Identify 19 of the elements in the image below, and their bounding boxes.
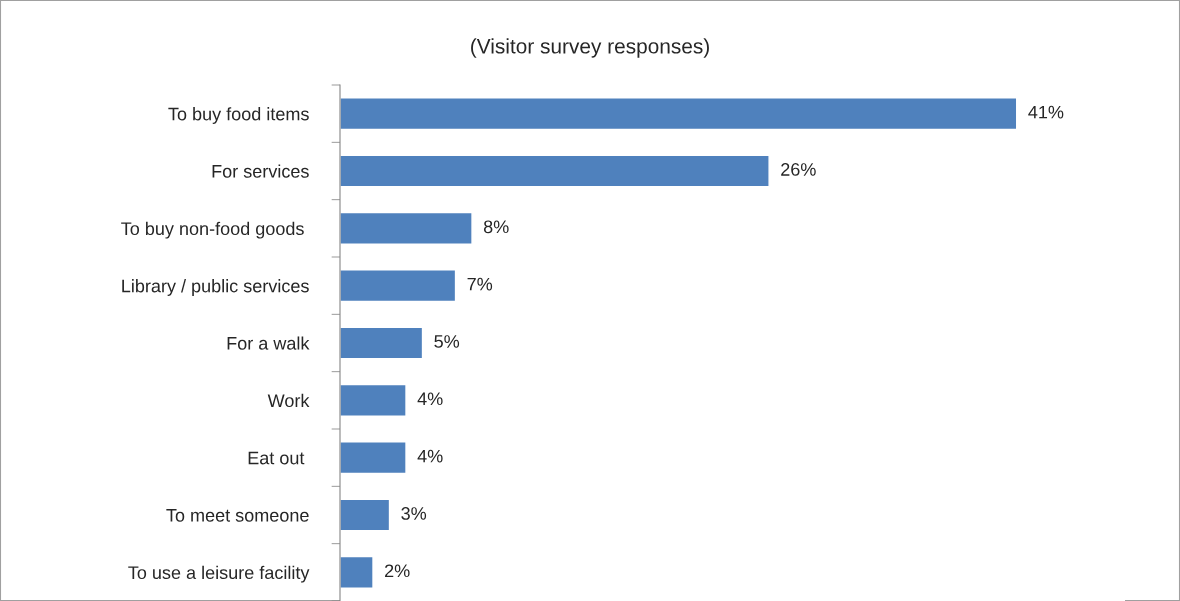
y-tick-label: To use a leisure facility — [128, 565, 310, 583]
data-label: 4% — [417, 392, 443, 406]
y-tick-label: Eat out — [248, 451, 305, 465]
chart-title: (Visitor survey responses) — [471, 38, 709, 58]
data-label: 4% — [417, 449, 443, 463]
y-tick-label: For a walk — [227, 336, 310, 350]
data-label: 3% — [401, 507, 427, 520]
data-label: 8% — [483, 220, 509, 234]
y-tick-label: For services — [212, 164, 309, 178]
y-tick-label: To buy food items — [168, 107, 309, 124]
y-tick-label: To meet someone — [166, 509, 309, 522]
data-label: 7% — [467, 277, 493, 291]
data-label: 41% — [1028, 105, 1064, 119]
y-tick-label: Library / public services — [122, 279, 309, 296]
data-label: 5% — [434, 335, 460, 348]
data-label: 26% — [781, 163, 816, 176]
data-label: 2% — [385, 564, 410, 578]
y-tick-label: To buy non-food goods — [121, 221, 304, 239]
y-tick-label: Work — [267, 393, 310, 408]
